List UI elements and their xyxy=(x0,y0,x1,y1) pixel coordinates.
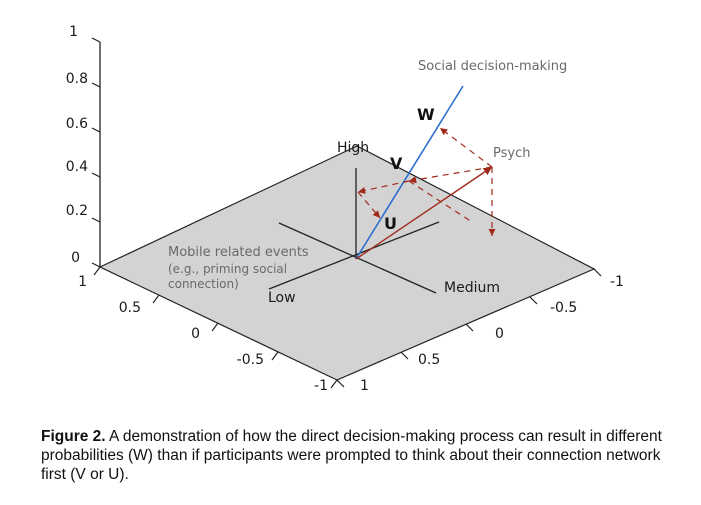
vertical-tick-1: 1 xyxy=(69,24,78,40)
point-w-label: W xyxy=(417,105,435,124)
left-tick-1: 1 xyxy=(78,274,87,290)
psych-vector xyxy=(355,166,493,260)
vertical-tick-0.4: 0.4 xyxy=(66,159,88,175)
low-label: Low xyxy=(268,290,296,306)
caption-text: A demonstration of how the direct decisi… xyxy=(41,428,662,483)
mobile-events-sub1: (e.g., priming social xyxy=(168,262,287,276)
left-tick-neg0.5: -0.5 xyxy=(237,352,264,368)
mobile-events-sub2: connection) xyxy=(168,277,239,291)
3d-axes-figure: 1 0.8 0.6 0.4 0.2 0 1 0.5 0 -0.5 -1 -1 -… xyxy=(66,24,624,394)
vertical-tick-0: 0 xyxy=(71,250,80,266)
dashed-arrows xyxy=(357,127,496,236)
psych-label: Psych xyxy=(493,146,530,161)
right-tick-0: 0 xyxy=(495,326,504,342)
left-tick-0: 0 xyxy=(191,326,200,342)
right-tick-0.5: 0.5 xyxy=(418,352,440,368)
social-decision-line xyxy=(355,85,464,260)
right-tick-neg0.5: -0.5 xyxy=(550,300,577,316)
vertical-tick-0.2: 0.2 xyxy=(66,203,88,219)
medium-axis-line xyxy=(268,221,440,290)
point-v-label: V xyxy=(390,154,403,173)
figure-caption: Figure 2. A demonstration of how the dir… xyxy=(41,427,671,484)
high-label: High xyxy=(337,140,369,156)
right-tick-neg1: -1 xyxy=(610,274,624,290)
left-tick-0.5: 0.5 xyxy=(119,300,141,316)
vertical-tick-0.8: 0.8 xyxy=(66,71,88,87)
social-decision-label: Social decision-making xyxy=(418,59,567,74)
vertical-axis-ticks xyxy=(91,37,101,268)
right-tick-1: 1 xyxy=(360,378,369,394)
point-u-label: U xyxy=(384,214,397,233)
caption-bold: Figure 2. xyxy=(41,428,106,445)
mobile-events-label: Mobile related events xyxy=(168,245,309,260)
medium-label: Medium xyxy=(444,280,500,296)
left-tick-neg1: -1 xyxy=(314,378,328,394)
left-axis-ticks xyxy=(93,266,338,389)
vertical-tick-0.6: 0.6 xyxy=(66,116,88,132)
right-axis-ticks xyxy=(336,268,602,388)
